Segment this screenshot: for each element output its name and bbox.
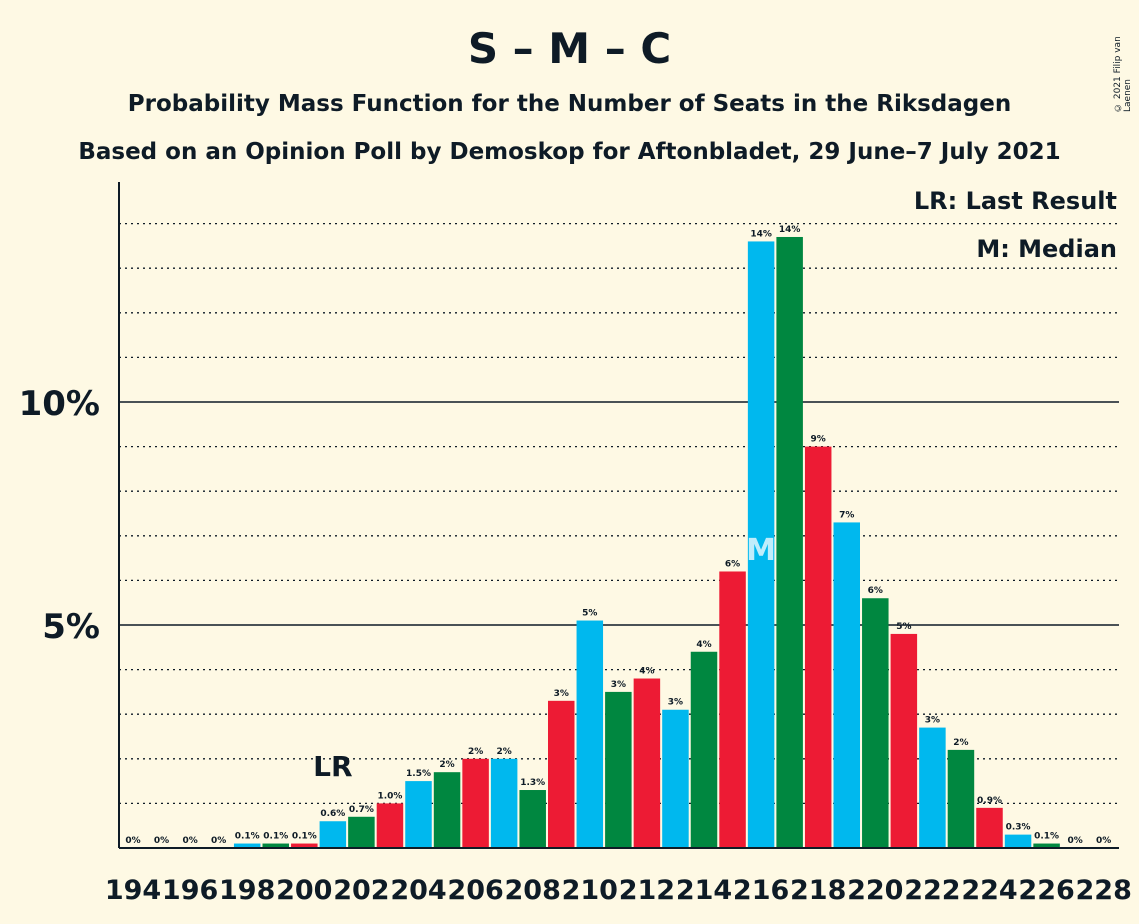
bar-value-label: 5%: [582, 609, 597, 619]
bar-value-label: 0.1%: [292, 832, 317, 842]
x-tick-label: 204: [390, 875, 446, 906]
bar-value-label: 2%: [953, 738, 968, 748]
x-tick-label: 194: [105, 875, 161, 906]
bar-seat-202: [348, 816, 375, 848]
bar-value-label: 3%: [611, 680, 626, 690]
x-tick-label: 206: [447, 875, 503, 906]
bar-seat-200: [291, 843, 318, 848]
x-tick-label: 196: [162, 875, 218, 906]
markers: LR M: [313, 533, 776, 783]
bar-seat-208: [519, 790, 546, 848]
y-axis-ticks: 5% 10%: [19, 384, 100, 647]
x-tick-label: 202: [333, 875, 389, 906]
x-tick-label: 198: [219, 875, 275, 906]
bar-seat-216: [747, 241, 775, 848]
bar-value-label: 2%: [497, 747, 512, 757]
bar-seat-203: [376, 803, 404, 848]
x-tick-label: 228: [1076, 875, 1132, 906]
bar-seat-211: [605, 691, 632, 848]
bar-value-label: 14%: [779, 225, 801, 235]
bar-value-label: 2%: [439, 760, 454, 770]
bar-value-label: 0.6%: [320, 809, 345, 819]
bar-value-label: 14%: [750, 229, 772, 239]
bar-value-label: 0%: [182, 836, 197, 846]
bar-value-label: 3%: [554, 689, 569, 699]
bar-seat-204: [405, 781, 432, 848]
x-tick-label: 212: [619, 875, 675, 906]
x-tick-label: 220: [847, 875, 903, 906]
median-marker: M: [746, 533, 776, 568]
bar-seat-224: [976, 807, 1003, 848]
bar-seat-206: [462, 758, 489, 848]
bar-value-label: 3%: [925, 716, 940, 726]
bar-value-label: 0.7%: [349, 805, 374, 815]
bar-seat-219: [833, 522, 860, 848]
bar-seat-207: [490, 758, 518, 848]
bar-value-label: 6%: [725, 559, 740, 569]
bar-value-labels: 0% 0% 0% 0% 0.1% 0.1% 0.1%0.6% 0.7%1.0%1.5%2%2%…: [125, 225, 1111, 846]
bar-value-label: 0.1%: [1034, 832, 1059, 842]
x-tick-label: 208: [505, 875, 561, 906]
bar-seat-221: [890, 633, 918, 848]
bar-seat-223: [947, 749, 975, 848]
bar-seat-212: [633, 678, 661, 848]
bar-value-label: 0%: [211, 836, 226, 846]
bar-seat-225: [1004, 834, 1032, 848]
bar-value-label: 0%: [1068, 836, 1083, 846]
bar-value-label: 4%: [696, 640, 711, 650]
x-tick-label: 218: [790, 875, 846, 906]
bar-value-label: 6%: [868, 586, 883, 596]
bars: [233, 236, 1060, 849]
legend-median: M: Median: [976, 235, 1117, 263]
bar-seat-198: [233, 843, 261, 848]
bar-value-label: 0.9%: [977, 796, 1002, 806]
bar-value-label: 0.1%: [263, 832, 288, 842]
x-tick-label: 226: [1018, 875, 1074, 906]
bar-seat-220: [862, 598, 889, 848]
x-tick-label: 200: [276, 875, 332, 906]
bar-value-label: 1.3%: [520, 778, 545, 788]
x-axis-ticks: 194 196 198 200 202 204 206 208 210 212 214 216 218 2…: [105, 875, 1132, 906]
bar-seat-217: [776, 236, 803, 849]
x-tick-label: 224: [961, 875, 1017, 906]
bar-seat-214: [690, 651, 718, 848]
last-result-marker: LR: [313, 750, 352, 783]
bar-seat-201: [319, 821, 347, 848]
chart-title: S – M – C: [467, 24, 672, 73]
bar-seat-213: [662, 709, 689, 848]
bar-seat-209: [548, 700, 575, 848]
chart-source-note: Based on an Opinion Poll by Demoskop for…: [78, 139, 1061, 165]
bar-value-label: 5%: [896, 622, 911, 632]
bar-value-label: 4%: [639, 667, 654, 677]
bar-seat-226: [1033, 843, 1060, 848]
bar-value-label: 9%: [811, 435, 826, 445]
bar-value-label: 7%: [839, 510, 854, 520]
bar-value-label: 2%: [468, 747, 483, 757]
bar-seat-215: [719, 571, 746, 848]
x-tick-label: 210: [562, 875, 618, 906]
bar-value-label: 0%: [1096, 836, 1111, 846]
bar-seat-199: [262, 843, 289, 848]
bar-seat-210: [576, 620, 604, 848]
bar-seat-218: [804, 446, 832, 848]
bar-seat-205: [433, 772, 461, 848]
x-tick-label: 216: [733, 875, 789, 906]
y-tick-label: 5%: [42, 607, 100, 647]
bar-seat-222: [919, 727, 946, 848]
bar-value-label: 1.0%: [377, 791, 402, 801]
bar-value-label: 0.3%: [1006, 823, 1031, 833]
legend-last-result: LR: Last Result: [914, 187, 1117, 215]
bar-value-label: 0%: [154, 836, 169, 846]
bar-value-label: 0%: [125, 836, 140, 846]
bar-value-label: 1.5%: [406, 769, 431, 779]
bar-value-label: 3%: [668, 698, 683, 708]
x-tick-label: 222: [904, 875, 960, 906]
y-tick-label: 10%: [19, 384, 100, 424]
bar-value-label: 0.1%: [235, 832, 260, 842]
chart-subtitle: Probability Mass Function for the Number…: [127, 91, 1012, 117]
x-tick-label: 214: [676, 875, 732, 906]
